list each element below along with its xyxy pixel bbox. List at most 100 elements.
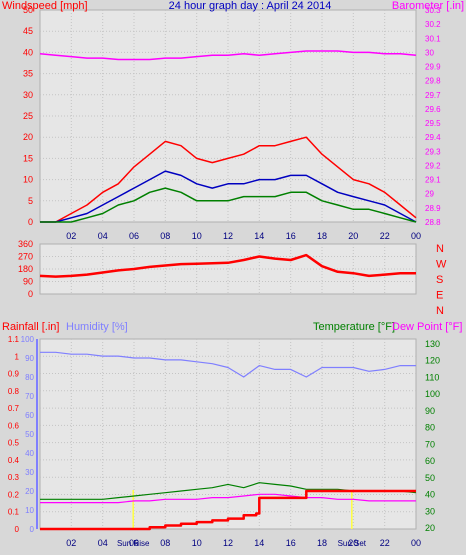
tick-label: 80 [425, 423, 435, 433]
wind-direction-line [39, 253, 416, 278]
x-tick-label: 18 [317, 231, 327, 241]
tick-label: 50 [23, 5, 33, 15]
tick-label: 0 [15, 525, 20, 534]
dew-point-line [40, 493, 416, 504]
tick-label: 50 [425, 473, 435, 483]
x-tick-label: 22 [380, 231, 390, 241]
x-tick-label: 20 [348, 231, 358, 241]
tick-label: 28.9 [425, 204, 441, 213]
x-tick-label: 04 [98, 538, 108, 548]
direction-panel-series [39, 253, 416, 278]
tick-label: 110 [425, 373, 439, 383]
tick-label: 0.9 [8, 370, 20, 379]
tick-label: 30 [25, 468, 34, 477]
wind-panel-series [39, 50, 417, 223]
tick-label: 0.8 [8, 387, 20, 396]
chart-title: 24 hour graph day : April 24 2014 [169, 0, 332, 12]
x-tick-label: 14 [254, 231, 264, 241]
x-tick-label: 06 [129, 231, 139, 241]
x-tick-label: 12 [223, 538, 233, 548]
tick-label: 29.5 [425, 119, 441, 128]
tick-label: 100 [425, 389, 440, 399]
wind-panel-grid [40, 10, 416, 222]
tick-label: 0 [28, 289, 33, 299]
tick-label: 40 [425, 490, 435, 500]
x-tick-label: 16 [286, 231, 296, 241]
tick-label: 5 [28, 196, 33, 206]
sun-annotation-label: Sun Set [338, 539, 367, 548]
compass-letter: S [436, 274, 443, 286]
tick-label: 30.2 [425, 20, 441, 29]
humidity-axis-label: Humidity [%] [66, 321, 128, 333]
tick-label: 180 [18, 264, 33, 274]
tick-label: 0.3 [8, 473, 20, 482]
x-tick-label: 02 [66, 538, 76, 548]
tick-label: 60 [25, 411, 34, 420]
tick-label: 30.3 [425, 6, 441, 15]
tick-label: 90 [25, 354, 34, 363]
tick-label: 15 [23, 153, 33, 163]
tick-label: 30 [23, 90, 33, 100]
tick-label: 29.7 [425, 91, 441, 100]
temperature-axis-ticks: 20 30 40 50 60 70 80 90 100 110 120 130 [425, 339, 440, 533]
x-tick-label: 00 [411, 538, 421, 548]
tick-label: 29.8 [425, 77, 441, 86]
tick-label: 30.1 [425, 34, 441, 43]
rain-panel-series [40, 351, 417, 531]
tick-label: 20 [425, 523, 435, 533]
tick-label: 40 [25, 449, 34, 458]
tick-label: 40 [23, 47, 33, 57]
tick-label: 29.2 [425, 162, 441, 171]
x-tick-label: 04 [98, 231, 108, 241]
rain-panel-x-ticks: 02 04 06 08 10 12 14 16 18 20 22 00 [66, 538, 421, 548]
wind-average-line [40, 170, 417, 223]
x-tick-label: 16 [286, 538, 296, 548]
tick-label: 20 [23, 132, 33, 142]
tick-label: 30 [425, 48, 434, 57]
tick-label: 0.5 [8, 439, 20, 448]
tick-label: 1 [15, 352, 20, 361]
tick-label: 70 [425, 439, 435, 449]
tick-label: 80 [25, 373, 34, 382]
rainfall-axis-label: Rainfall [.in] [2, 321, 59, 333]
tick-label: 0 [30, 525, 35, 534]
tick-label: 0.1 [8, 508, 20, 517]
wind-gust-line [40, 136, 417, 223]
tick-label: 29.3 [425, 147, 441, 156]
tick-label: 29 [425, 190, 434, 199]
compass-letter: N [436, 243, 444, 255]
windspeed-axis-label: Windspeed [mph] [2, 0, 88, 12]
windspeed-axis-ticks: 0 5 10 15 20 25 30 35 40 45 50 [23, 5, 33, 227]
rainfall-line [40, 489, 416, 531]
x-tick-label: 12 [223, 231, 233, 241]
tick-label: 120 [425, 356, 440, 366]
tick-label: 90 [23, 277, 33, 287]
tick-label: 10 [25, 506, 34, 515]
barometer-line [39, 50, 417, 61]
barometer-axis-label: Barometer [.in] [392, 0, 464, 12]
x-tick-label: 08 [160, 231, 170, 241]
humidity-line [40, 351, 416, 378]
wind-panel-x-ticks: 02 04 06 08 10 12 14 16 18 20 22 00 [66, 231, 421, 241]
compass-letter: E [436, 290, 443, 302]
tick-label: 90 [425, 406, 435, 416]
tick-label: 29.1 [425, 176, 441, 185]
tick-label: 29.6 [425, 105, 441, 114]
tick-label: 29.9 [425, 63, 441, 72]
tick-label: 50 [25, 430, 34, 439]
barometer-axis-ticks: 28.8 28.9 29 29.1 29.2 29.3 29.4 29.5 29.6 29.7 29… [425, 6, 441, 227]
x-tick-label: 02 [66, 231, 76, 241]
x-tick-label: 08 [160, 538, 170, 548]
compass-letter: W [436, 259, 447, 271]
rainfall-axis-ticks: 0 0.1 0.2 0.3 0.4 0.5 0.6 0.7 0.8 0.9 1 1.1 [8, 335, 20, 534]
tick-label: 28.8 [425, 218, 441, 227]
x-tick-label: 14 [254, 538, 264, 548]
tick-label: 0.4 [8, 456, 20, 465]
tick-label: 360 [18, 239, 33, 249]
tick-label: 100 [21, 335, 35, 344]
sun-annotation-label: Sun Rise [117, 539, 150, 548]
tick-label: 60 [425, 456, 435, 466]
x-tick-label: 22 [380, 538, 390, 548]
